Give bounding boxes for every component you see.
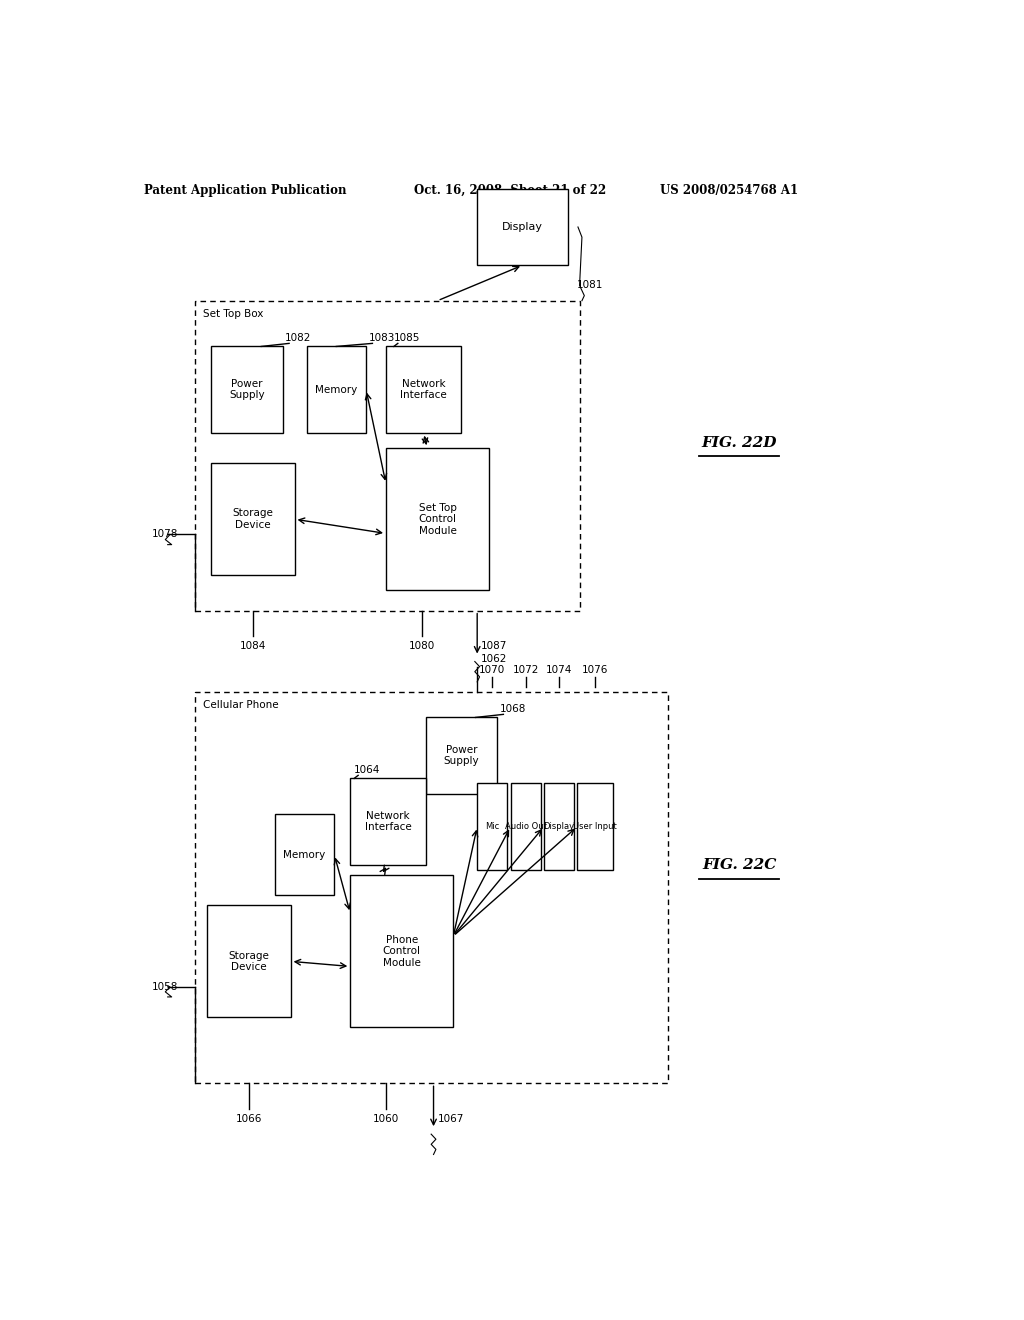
Text: 1080: 1080 xyxy=(409,642,435,651)
Text: Memory: Memory xyxy=(315,384,357,395)
Bar xyxy=(426,718,497,793)
Bar xyxy=(578,784,613,870)
Text: 1060: 1060 xyxy=(373,1114,399,1123)
Bar xyxy=(386,447,489,590)
Text: 1084: 1084 xyxy=(240,642,266,651)
Text: Storage
Device: Storage Device xyxy=(232,508,273,531)
Bar xyxy=(477,784,507,870)
Bar xyxy=(207,906,291,1018)
Text: 1066: 1066 xyxy=(236,1114,262,1123)
Bar xyxy=(274,814,334,895)
Text: Set Top
Control
Module: Set Top Control Module xyxy=(419,503,457,536)
Text: Set Top Box: Set Top Box xyxy=(204,309,264,319)
Text: 1058: 1058 xyxy=(152,982,178,991)
Text: US 2008/0254768 A1: US 2008/0254768 A1 xyxy=(659,183,798,197)
Bar xyxy=(544,784,574,870)
Bar xyxy=(196,301,581,611)
Text: Power
Supply: Power Supply xyxy=(229,379,265,400)
Text: 1074: 1074 xyxy=(546,665,572,675)
Bar xyxy=(511,784,541,870)
Text: Audio Out: Audio Out xyxy=(505,822,547,832)
Text: 1085: 1085 xyxy=(394,334,420,343)
Text: 1068: 1068 xyxy=(500,705,525,714)
Text: FIG. 22D: FIG. 22D xyxy=(701,436,777,450)
Text: Network
Interface: Network Interface xyxy=(365,810,412,833)
Text: 1076: 1076 xyxy=(582,665,608,675)
Text: 1078: 1078 xyxy=(152,529,178,540)
Text: Power
Supply: Power Supply xyxy=(443,744,479,767)
Text: Network
Interface: Network Interface xyxy=(400,379,447,400)
Text: Display: Display xyxy=(503,222,544,232)
Text: Patent Application Publication: Patent Application Publication xyxy=(143,183,346,197)
Text: Cellular Phone: Cellular Phone xyxy=(204,700,279,710)
Text: 1082: 1082 xyxy=(285,334,311,343)
Text: Phone
Control
Module: Phone Control Module xyxy=(383,935,421,968)
Text: 1062: 1062 xyxy=(481,653,508,664)
Text: 1064: 1064 xyxy=(354,766,381,775)
Text: Mic: Mic xyxy=(485,822,500,832)
Bar xyxy=(350,875,454,1027)
Text: 1070: 1070 xyxy=(479,665,506,675)
Bar xyxy=(386,346,461,433)
Text: Oct. 16, 2008  Sheet 21 of 22: Oct. 16, 2008 Sheet 21 of 22 xyxy=(414,183,606,197)
Text: 1072: 1072 xyxy=(512,665,539,675)
Text: 1067: 1067 xyxy=(437,1114,464,1123)
Text: User Input: User Input xyxy=(573,822,616,832)
Text: 1081: 1081 xyxy=(577,280,603,290)
Bar xyxy=(306,346,367,433)
Text: Display: Display xyxy=(544,822,574,832)
Bar xyxy=(211,346,283,433)
Text: 1083: 1083 xyxy=(369,334,395,343)
Text: 1087: 1087 xyxy=(481,642,508,651)
Text: Storage
Device: Storage Device xyxy=(228,950,269,972)
Bar xyxy=(477,189,568,265)
Text: Memory: Memory xyxy=(284,850,326,859)
Text: FIG. 22C: FIG. 22C xyxy=(701,858,776,871)
Bar xyxy=(211,463,295,576)
Bar xyxy=(350,779,426,865)
Bar xyxy=(196,692,668,1084)
